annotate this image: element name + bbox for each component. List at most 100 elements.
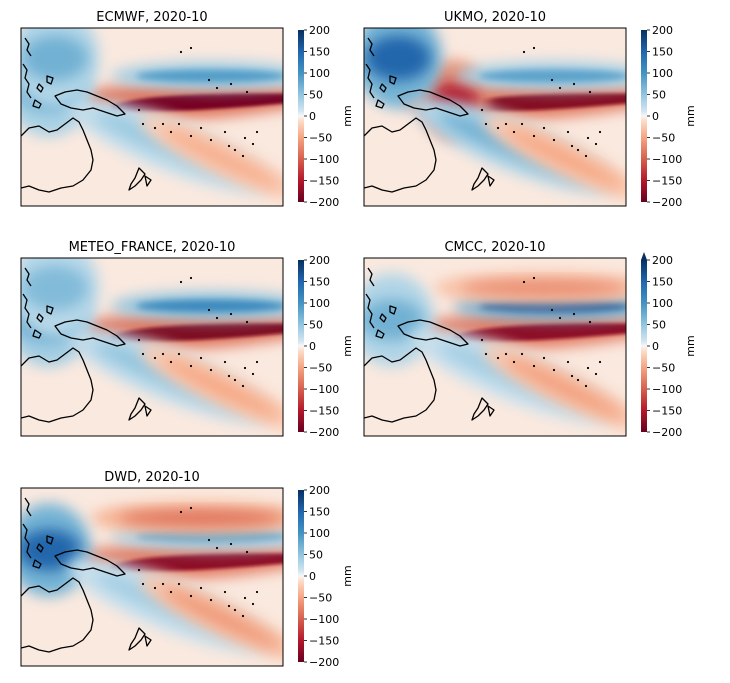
anomaly-map bbox=[21, 28, 283, 206]
colorbar-tick-label: −50 bbox=[309, 592, 332, 605]
colorbar-tick-label: −150 bbox=[309, 405, 339, 418]
island-dot bbox=[189, 134, 193, 138]
island-dot bbox=[480, 108, 484, 112]
island-dot bbox=[570, 144, 574, 148]
island-dot bbox=[215, 546, 219, 550]
colorbar-tick-label: −50 bbox=[309, 362, 332, 375]
colorbar-tick-label: −150 bbox=[652, 175, 682, 188]
colorbar-tick-label: 150 bbox=[652, 46, 673, 59]
colorbar-tick-label: 150 bbox=[309, 506, 330, 519]
panel-ukmo: UKMO, 2020-10 200 150 100 50 0 −50 −100 −150 −20… bbox=[363, 10, 697, 209]
colorbar-tick-label: 0 bbox=[652, 110, 659, 123]
island-dot bbox=[223, 360, 227, 364]
island-dot bbox=[586, 366, 590, 370]
island-dot bbox=[189, 364, 193, 368]
anomaly-northwest-wet bbox=[21, 258, 99, 339]
island-dot bbox=[520, 122, 524, 126]
island-dot bbox=[576, 378, 580, 382]
island-dot bbox=[189, 594, 193, 598]
colorbar: 200 150 100 50 0 −50 −100 −150 −200 mm bbox=[298, 484, 354, 669]
island-dot bbox=[137, 568, 141, 572]
island-dot bbox=[215, 86, 219, 90]
island-dot bbox=[255, 360, 259, 364]
island-dot bbox=[241, 614, 245, 618]
island-dot bbox=[215, 316, 219, 320]
colorbar-tick-label: 0 bbox=[309, 570, 316, 583]
colorbar-tick-label: 150 bbox=[309, 276, 330, 289]
anomaly-north-wet-band bbox=[454, 61, 626, 91]
island-dot bbox=[243, 596, 247, 600]
island-dot bbox=[245, 320, 249, 324]
island-dot bbox=[137, 108, 141, 112]
anomaly-north-dry-band bbox=[91, 501, 283, 535]
island-dot bbox=[177, 352, 181, 356]
island-dot bbox=[588, 320, 592, 324]
colorbar-gradient bbox=[641, 260, 647, 432]
colorbar-tick-label: −100 bbox=[309, 613, 339, 626]
island-dot bbox=[243, 366, 247, 370]
island-dot bbox=[189, 46, 193, 50]
colorbar-tick-label: −200 bbox=[652, 196, 682, 209]
colorbar-unit-label: mm bbox=[684, 105, 697, 126]
island-dot bbox=[199, 356, 203, 360]
colorbar-tick-label: 50 bbox=[309, 89, 323, 102]
colorbar-gradient bbox=[298, 490, 304, 662]
colorbar-tick-label: 0 bbox=[652, 340, 659, 353]
colorbar: 200 150 100 50 0 −50 −100 −150 −200 mm bbox=[298, 254, 354, 439]
island-dot bbox=[177, 582, 181, 586]
colorbar-tick-label: 50 bbox=[652, 319, 666, 332]
island-dot bbox=[504, 122, 508, 126]
island-dot bbox=[588, 90, 592, 94]
coastlines bbox=[21, 497, 259, 653]
island-dot bbox=[594, 142, 598, 146]
colorbar-tick-label: 0 bbox=[309, 110, 316, 123]
island-dot bbox=[169, 130, 173, 134]
anomaly-north-dry-band bbox=[434, 271, 626, 305]
island-dot bbox=[566, 130, 570, 134]
island-dot bbox=[153, 356, 157, 360]
colorbar-unit-label: mm bbox=[341, 335, 354, 356]
island-dot bbox=[251, 602, 255, 606]
colorbar-tick-label: −100 bbox=[652, 153, 682, 166]
colorbar-unit-label: mm bbox=[341, 565, 354, 586]
island-dot bbox=[153, 126, 157, 130]
island-dot bbox=[255, 130, 259, 134]
colorbar-tick-label: 50 bbox=[652, 89, 666, 102]
island-dot bbox=[542, 356, 546, 360]
island-dot bbox=[141, 582, 145, 586]
island-dot bbox=[586, 136, 590, 140]
map-frame bbox=[20, 257, 284, 437]
island-dot bbox=[520, 352, 524, 356]
colorbar-tick-label: −150 bbox=[309, 635, 339, 648]
map-frame bbox=[20, 27, 284, 207]
colorbar-tick-label: −50 bbox=[652, 132, 675, 145]
map-frame bbox=[20, 487, 284, 667]
panel-ecmwf: ECMWF, 2020-10 200 150 100 50 0 −50 −100 −150 −2… bbox=[20, 10, 354, 209]
island-dot bbox=[245, 90, 249, 94]
colorbar-tick-label: 0 bbox=[309, 340, 316, 353]
panel-title: DWD, 2020-10 bbox=[104, 470, 199, 485]
island-dot bbox=[179, 510, 183, 514]
island-dot bbox=[504, 352, 508, 356]
island-dot bbox=[550, 78, 554, 82]
island-dot bbox=[512, 130, 516, 134]
colorbar-tick-label: −50 bbox=[652, 362, 675, 375]
island-dot bbox=[552, 138, 556, 142]
island-dot bbox=[245, 550, 249, 554]
anomaly-map bbox=[21, 258, 283, 436]
anomaly-southeast-dry-tongue bbox=[139, 115, 283, 201]
coastlines bbox=[21, 267, 259, 423]
anomaly-map bbox=[364, 28, 626, 206]
island-dot bbox=[169, 360, 173, 364]
island-dot bbox=[209, 368, 213, 372]
island-dot bbox=[584, 154, 588, 158]
colorbar: 200 150 100 50 0 −50 −100 −150 −200 mm bbox=[641, 252, 697, 439]
island-dot bbox=[207, 308, 211, 312]
colorbar-gradient bbox=[641, 30, 647, 202]
island-dot bbox=[558, 316, 562, 320]
island-dot bbox=[572, 82, 576, 86]
anomaly-northwest-wet bbox=[364, 28, 442, 109]
colorbar-tick-label: −100 bbox=[309, 383, 339, 396]
island-dot bbox=[233, 378, 237, 382]
colorbar-tick-label: 100 bbox=[309, 527, 330, 540]
